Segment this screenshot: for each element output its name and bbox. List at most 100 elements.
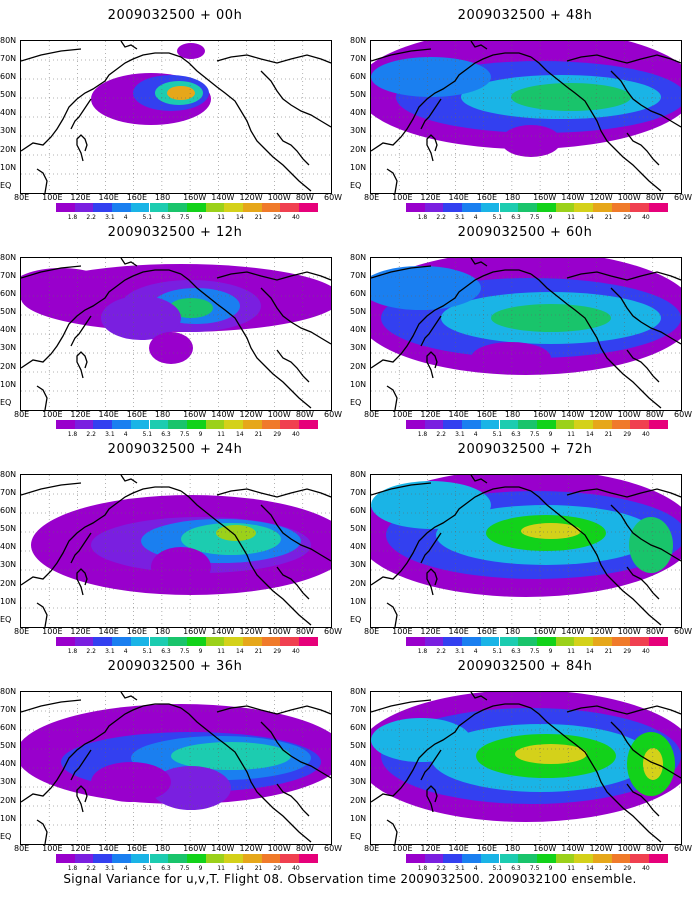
colorbar-tick-label: 9	[198, 431, 203, 438]
colorbar-tick-label: 40	[642, 214, 650, 221]
lon-tick-label: 100E	[42, 627, 63, 636]
colorbar-tick-label: 9	[548, 431, 553, 438]
colorbar-tick-label: 40	[292, 431, 300, 438]
lat-tick-label: 10N	[350, 813, 367, 823]
lon-tick-label: 160W	[183, 193, 207, 202]
variance-contour-fill	[511, 83, 631, 111]
colorbar-swatch	[406, 420, 425, 429]
panel-title: 2009032500 + 00h	[107, 8, 243, 23]
colorbar-swatch	[611, 854, 631, 863]
coastline	[626, 349, 660, 383]
colorbar-tick-label: 40	[292, 865, 300, 872]
lat-tick-label: EQ	[350, 180, 362, 190]
colorbar-tick-label: 29	[623, 648, 632, 655]
colorbar-tick-label: 7.5	[529, 865, 540, 872]
variance-contour-fill	[515, 744, 587, 764]
coastline	[610, 287, 681, 345]
colorbar-swatch	[518, 203, 537, 212]
lon-tick-label: 120E	[420, 627, 441, 636]
coastline	[21, 486, 182, 586]
lon-tick-label: 80E	[14, 627, 30, 636]
lon-tick-label: 140W	[211, 627, 235, 636]
colorbar-swatch	[406, 637, 425, 646]
lat-tick-label: 40N	[0, 542, 17, 552]
coastline	[180, 273, 312, 409]
lat-tick-label: 60N	[350, 723, 367, 733]
colorbar-swatch	[93, 203, 113, 212]
lat-tick-label: EQ	[0, 831, 12, 841]
coastline	[470, 258, 488, 267]
coastline	[566, 271, 681, 281]
lat-tick-label: 50N	[350, 307, 367, 317]
coastline	[371, 703, 532, 803]
colorbar-tick-label: 5.1	[492, 214, 503, 221]
colorbar-swatch	[593, 420, 612, 429]
colorbar-tick-label: 1.8	[67, 214, 78, 221]
colorbar-tick-label: 29	[273, 214, 282, 221]
coastline	[21, 48, 82, 62]
lat-tick-label: 20N	[350, 144, 367, 154]
colorbar-swatch	[280, 203, 300, 212]
lon-tick-label: 60W	[674, 844, 693, 853]
colorbar-swatch	[205, 854, 225, 863]
coastline	[530, 273, 662, 409]
coastline	[76, 351, 88, 379]
lon-tick-label: 60W	[674, 627, 693, 636]
lat-tick-label: 20N	[0, 578, 17, 588]
colorbar-tick-label: 21	[604, 648, 613, 655]
colorbar-tick-label: 6.3	[161, 431, 171, 438]
map-panel: 2009032500 + 48h 80N 70N 60N 50N 40N 30N 20N 10N…	[350, 0, 700, 222]
colorbar-tick-label: 14	[586, 648, 594, 655]
coastline	[386, 385, 398, 410]
lat-tick-label: 20N	[0, 144, 17, 154]
lon-tick-label: 80E	[364, 193, 380, 202]
coastline	[626, 783, 660, 817]
lon-tick-label: 100W	[267, 193, 291, 202]
colorbar-swatch	[574, 854, 593, 863]
coastline	[36, 819, 48, 844]
colorbar-swatch	[243, 637, 262, 646]
colorbar-swatch	[149, 420, 169, 429]
colorbar-swatch	[630, 420, 650, 429]
lon-tick-label: 140W	[561, 193, 585, 202]
colorbar-swatch	[555, 637, 575, 646]
colorbar-swatch	[299, 203, 318, 212]
colorbar-swatch	[630, 637, 650, 646]
coastline	[180, 490, 312, 626]
lat-tick-label: EQ	[0, 397, 12, 407]
lon-tick-label: 100W	[617, 193, 641, 202]
lat-tick-label: 70N	[0, 54, 17, 64]
colorbar-swatch	[443, 420, 463, 429]
lon-tick-label: 160W	[533, 627, 557, 636]
coastline	[21, 265, 82, 279]
lon-tick-label: 140W	[561, 627, 585, 636]
colorbar-swatch	[536, 203, 556, 212]
colorbar-swatch	[462, 420, 481, 429]
lon-tick-label: 100W	[617, 410, 641, 419]
colorbar-swatch	[649, 854, 668, 863]
colorbar-swatch	[168, 420, 187, 429]
colorbar-swatch	[574, 203, 593, 212]
variance-contour-fill	[521, 523, 581, 539]
variance-contour-fill	[471, 342, 551, 374]
lon-tick-label: 120W	[239, 410, 263, 419]
coastline	[426, 785, 438, 813]
lat-tick-label: 70N	[0, 488, 17, 498]
coastline	[21, 482, 82, 496]
coastline	[371, 699, 432, 713]
lat-tick-label: 60N	[0, 289, 17, 299]
lat-tick-label: 80N	[350, 36, 367, 45]
coastline	[371, 269, 532, 369]
colorbar-tick-label: 21	[254, 865, 263, 872]
colorbar-tick-label: 4	[123, 865, 128, 872]
colorbar-swatch	[224, 420, 243, 429]
lon-tick-label: 80W	[645, 193, 664, 202]
coastline	[426, 134, 438, 162]
colorbar-swatch	[593, 203, 612, 212]
colorbar-swatch	[112, 203, 131, 212]
colorbar-tick-label: 7.5	[179, 865, 190, 872]
panel-title: 2009032500 + 60h	[457, 225, 593, 240]
lat-tick-label: 30N	[350, 560, 367, 570]
colorbar-swatch	[499, 203, 519, 212]
lat-tick-label: EQ	[350, 614, 362, 624]
